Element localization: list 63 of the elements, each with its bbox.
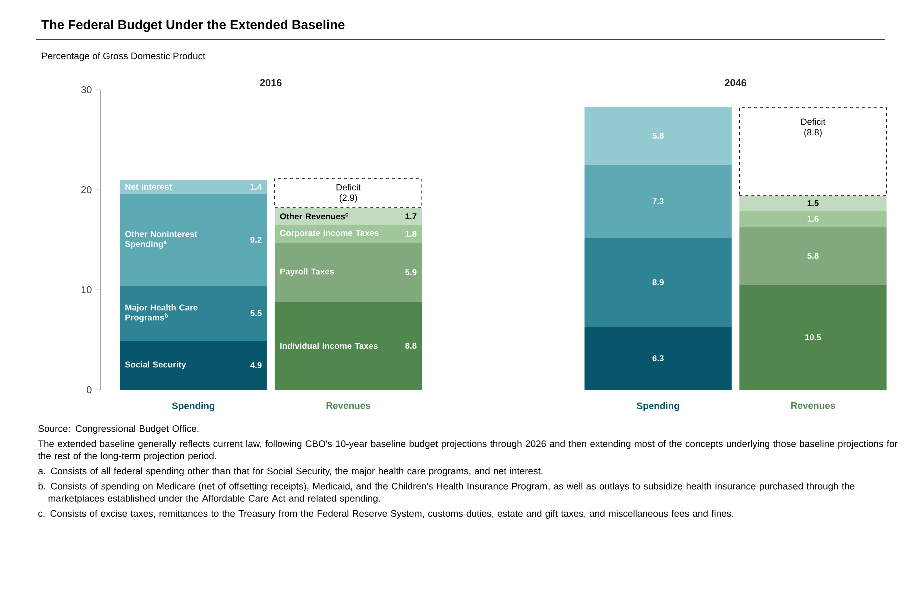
series-label: Other Noninterest Spending$^{a}$ bbox=[125, 231, 198, 249]
y-tick-label: 0 bbox=[87, 386, 92, 394]
series-label: Deficit bbox=[336, 184, 361, 191]
series-label: Social Security bbox=[125, 362, 186, 370]
data-label: 1.8 bbox=[406, 231, 417, 237]
bar bbox=[740, 196, 887, 211]
data-label: (8.8) bbox=[804, 129, 822, 138]
data-label: 9.2 bbox=[250, 237, 262, 243]
data-label: 8.9 bbox=[652, 280, 664, 286]
bar bbox=[120, 180, 268, 194]
text: 2016 bbox=[260, 79, 282, 86]
y-tick-label: 30 bbox=[81, 86, 92, 94]
bar bbox=[584, 106, 732, 165]
data-label: 10.5 bbox=[806, 334, 822, 340]
data-label: 1.5 bbox=[808, 200, 819, 206]
series-label: Major Health Care Programs$^{b}$ bbox=[126, 304, 198, 322]
text: 2046 bbox=[725, 79, 747, 86]
bar bbox=[584, 326, 732, 390]
bar bbox=[120, 194, 268, 286]
bar bbox=[584, 238, 732, 327]
data-label: 1.4 bbox=[250, 184, 262, 190]
x-tick-label: Revenues bbox=[326, 402, 371, 410]
bar bbox=[740, 210, 887, 227]
bar bbox=[739, 108, 888, 196]
data-label: 5.8 bbox=[808, 253, 819, 259]
data-label: (2.9) bbox=[340, 194, 358, 203]
data-label: 5.8 bbox=[652, 133, 664, 139]
bar bbox=[120, 286, 268, 341]
data-label: 8.8 bbox=[406, 343, 417, 349]
y-tick-label: 20 bbox=[82, 186, 92, 194]
bar bbox=[740, 284, 887, 390]
series-label: Other Revenues$^{c}$ bbox=[280, 213, 349, 220]
text: b. Consists of spending on Medicare (net of offsetting receipts), Medicaid, and the Children's Health Insurance Program, as well as outlays to subsidize health insurance purchased through the marketplaces established under the Affordable Care Act and related spending. bbox=[38, 482, 855, 504]
y-axis-title: Percentage of Gross Domestic Product bbox=[42, 52, 206, 62]
data-label: 6.3 bbox=[652, 355, 664, 362]
bar bbox=[274, 178, 423, 208]
series-label: Payroll Taxes bbox=[280, 268, 334, 276]
series-label: Individual Income Taxes bbox=[280, 342, 378, 350]
bar bbox=[740, 226, 887, 285]
text: c. Consists of excise taxes, remittances to the Treasury from the Federal Reserve System, customs duties, estate and gift taxes, and miscellaneous fees and fines. bbox=[38, 510, 734, 519]
chart-title: The Federal Budget Under the Extended Baseline bbox=[42, 20, 345, 32]
text: a. Consists of all federal spending other than that for Social Security, the major health care programs, and net interest. bbox=[38, 468, 543, 476]
text: The extended baseline generally reflects current law, following CBO's 10-year baseline budget projections through 2026 and then extending most of the concepts underlying those baseline projections for the rest of the long-term projection period. bbox=[38, 440, 898, 462]
bar bbox=[584, 164, 732, 238]
data-label: 1.7 bbox=[406, 214, 417, 220]
bar bbox=[120, 340, 268, 390]
y-tick-label: 10 bbox=[82, 286, 92, 294]
x-tick-label: Revenues bbox=[792, 402, 836, 410]
data-label: 1.6 bbox=[808, 216, 819, 222]
text: Deficit bbox=[802, 118, 826, 126]
bar bbox=[274, 302, 422, 390]
series-label: Corporate Income Taxes bbox=[280, 230, 379, 238]
bar bbox=[274, 224, 422, 243]
source-note: Source: Congressional Budget Office. bbox=[38, 425, 199, 434]
data-label: 7.3 bbox=[652, 198, 664, 204]
bar bbox=[274, 208, 422, 225]
x-tick-label: Spending bbox=[637, 402, 680, 412]
x-tick-label: Spending bbox=[172, 402, 215, 412]
bar bbox=[274, 242, 422, 302]
series-label: Net Interest bbox=[126, 184, 172, 190]
data-label: 4.9 bbox=[250, 362, 262, 368]
data-label: 5.9 bbox=[406, 270, 417, 276]
data-label: 5.5 bbox=[250, 310, 262, 316]
